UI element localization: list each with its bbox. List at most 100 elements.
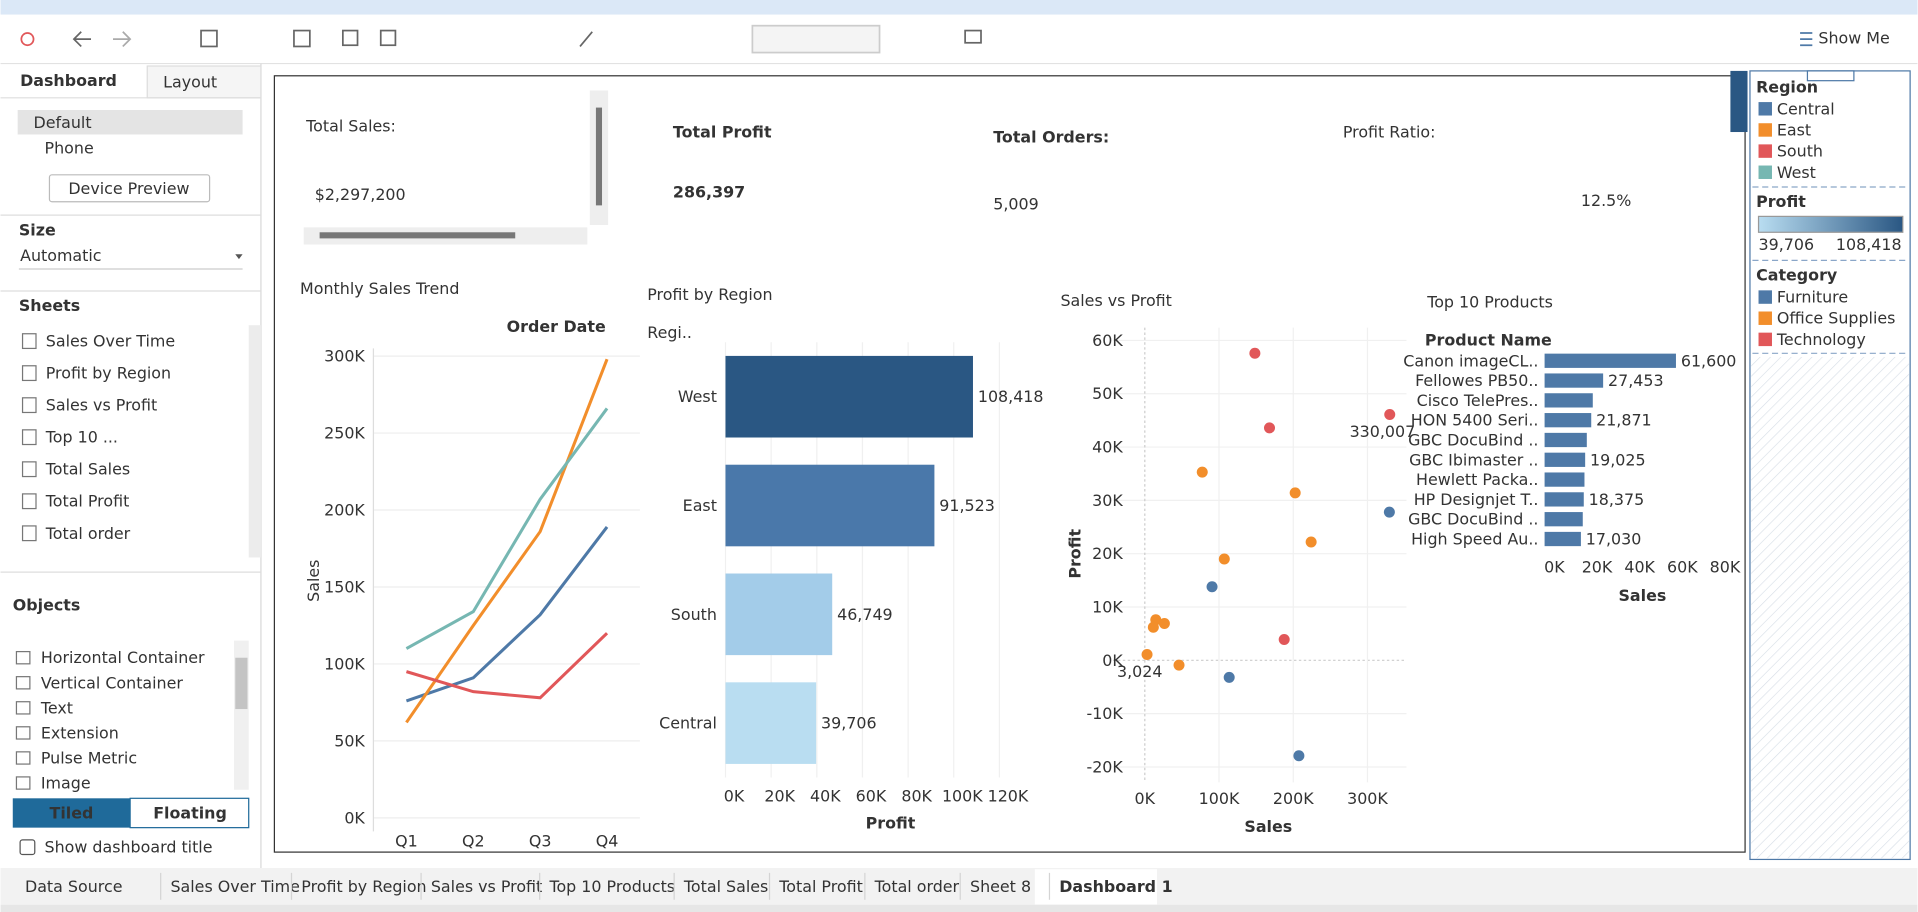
object-item[interactable]: Pulse Metric	[41, 748, 137, 767]
checkbox-label[interactable]: Show dashboard title	[45, 838, 213, 857]
highlight[interactable]	[579, 31, 593, 48]
undo[interactable]	[72, 31, 92, 48]
legend-item[interactable]: Office Supplies	[1777, 309, 1896, 328]
device-option[interactable]: Phone	[45, 138, 94, 157]
point	[1383, 506, 1395, 518]
duplicate[interactable]	[341, 29, 359, 47]
y-tick-label: 40K	[1092, 438, 1123, 457]
legend-item[interactable]: Furniture	[1777, 288, 1848, 307]
sheet-item[interactable]: Top 10 ...	[45, 428, 118, 447]
sheet-tab[interactable]: Total order	[874, 877, 960, 896]
legend-swatch[interactable]	[1758, 332, 1772, 347]
tab[interactable]: Layout	[163, 72, 217, 91]
button-label[interactable]: Tiled	[50, 803, 94, 822]
legend-swatch[interactable]	[1758, 165, 1772, 179]
sheet-tab[interactable]: Sheet 8	[970, 877, 1031, 896]
clear[interactable]	[379, 29, 397, 47]
y-tick-label: 20K	[1092, 544, 1123, 563]
sheet-tab[interactable]: Sales vs Profit	[431, 877, 542, 896]
sheet-item[interactable]: Sales Over Time	[46, 332, 175, 351]
legend-item[interactable]: Central	[1777, 99, 1835, 118]
sheet-icon	[21, 525, 37, 542]
x-tick-label: 60K	[856, 786, 887, 805]
button-label[interactable]: Floating	[153, 803, 227, 822]
legend-item[interactable]: Technology	[1776, 330, 1866, 349]
sheet-tab[interactable]: Data Source	[25, 877, 122, 896]
y-tick-label: -10K	[1086, 704, 1123, 723]
sheet-tab[interactable]: Profit by Region	[301, 877, 426, 896]
object-item[interactable]: Image	[41, 774, 91, 793]
legend-swatch[interactable]	[1758, 144, 1772, 158]
status-bar	[0, 904, 1918, 912]
y-tick-label: 50K	[1092, 384, 1123, 403]
object-item[interactable]: Extension	[41, 723, 119, 742]
object-icon	[15, 726, 31, 740]
show-me-icon[interactable]	[1800, 32, 1813, 47]
point-label: 3,024	[1117, 662, 1162, 681]
legend-swatch[interactable]	[1758, 311, 1772, 325]
legend-grip[interactable]	[1806, 70, 1855, 82]
legend-swatch[interactable]	[1758, 290, 1772, 304]
sheet-item[interactable]: Sales vs Profit	[46, 396, 157, 415]
title-band	[0, 0, 1918, 15]
device-option[interactable]: Default	[34, 113, 92, 132]
point	[1289, 487, 1301, 499]
bar	[725, 682, 817, 764]
kpi-label: Total Sales:	[305, 116, 396, 135]
object-icon	[15, 701, 31, 715]
bar	[1544, 492, 1584, 507]
bar	[1544, 452, 1586, 467]
sheet-item[interactable]: Total Profit	[45, 492, 130, 511]
save[interactable]	[200, 29, 218, 48]
fit-dropdown[interactable]	[751, 24, 881, 54]
sheet-item[interactable]: Total order	[45, 524, 131, 543]
chart-title: Top 10 Products	[1426, 292, 1553, 311]
button-label[interactable]: Device Preview	[68, 179, 189, 198]
x-tick-label: 300K	[1347, 789, 1388, 808]
size-value[interactable]: Automatic	[20, 246, 101, 265]
object-item[interactable]: Text	[40, 698, 73, 717]
value-label: 19,025	[1590, 450, 1646, 469]
new-sheet[interactable]	[293, 29, 311, 48]
heading: Size	[19, 220, 56, 239]
category-label: GBC Ibimaster ..	[1409, 450, 1538, 469]
category-label: GBC DocuBind ..	[1408, 430, 1538, 449]
object-item[interactable]: Vertical Container	[41, 673, 184, 692]
bar	[1544, 512, 1583, 527]
presentation[interactable]	[964, 29, 982, 44]
checkbox[interactable]	[19, 839, 36, 856]
legend-swatch[interactable]	[1758, 102, 1772, 116]
legend-min: 39,706	[1759, 235, 1815, 254]
legend-item[interactable]: East	[1777, 120, 1811, 139]
category-label: HON 5400 Seri..	[1411, 411, 1539, 430]
axis-title: Sales	[304, 560, 323, 602]
tab[interactable]: Dashboard	[20, 71, 117, 90]
sheet-tab[interactable]: Sales Over Time	[170, 877, 299, 896]
y-tick-label: 0K	[344, 808, 365, 827]
size-caret[interactable]	[235, 254, 243, 260]
y-tick-label: 150K	[324, 577, 365, 596]
point	[1263, 422, 1276, 434]
sheet-item[interactable]: Profit by Region	[46, 364, 171, 383]
kpi-hscroll-thumb	[319, 232, 516, 239]
tiled-button[interactable]	[12, 798, 131, 828]
category-label: Canon imageCL..	[1403, 351, 1538, 370]
legend-handle[interactable]	[1730, 70, 1748, 133]
sheet-tab[interactable]: Total Sales	[683, 877, 768, 896]
legend-item[interactable]: West	[1777, 163, 1816, 182]
device-preview-button[interactable]	[48, 174, 211, 203]
sheet-item[interactable]: Total Sales	[45, 460, 130, 479]
legend-title: Region	[1756, 77, 1818, 96]
legend-swatch[interactable]	[1758, 123, 1772, 137]
category-label: Fellowes PB50..	[1415, 371, 1538, 390]
floating-button[interactable]	[129, 797, 250, 829]
show-me[interactable]: Show Me	[1818, 28, 1889, 47]
sheet-tab[interactable]: Total Profit	[778, 877, 863, 896]
object-item[interactable]: Horizontal Container	[41, 648, 205, 667]
sheet-tab[interactable]: Top 10 Products	[548, 877, 675, 896]
redo[interactable]	[113, 31, 132, 48]
sheet-tab[interactable]: Dashboard 1	[1059, 877, 1172, 896]
legend-item[interactable]: South	[1777, 142, 1823, 161]
point	[1278, 634, 1290, 646]
